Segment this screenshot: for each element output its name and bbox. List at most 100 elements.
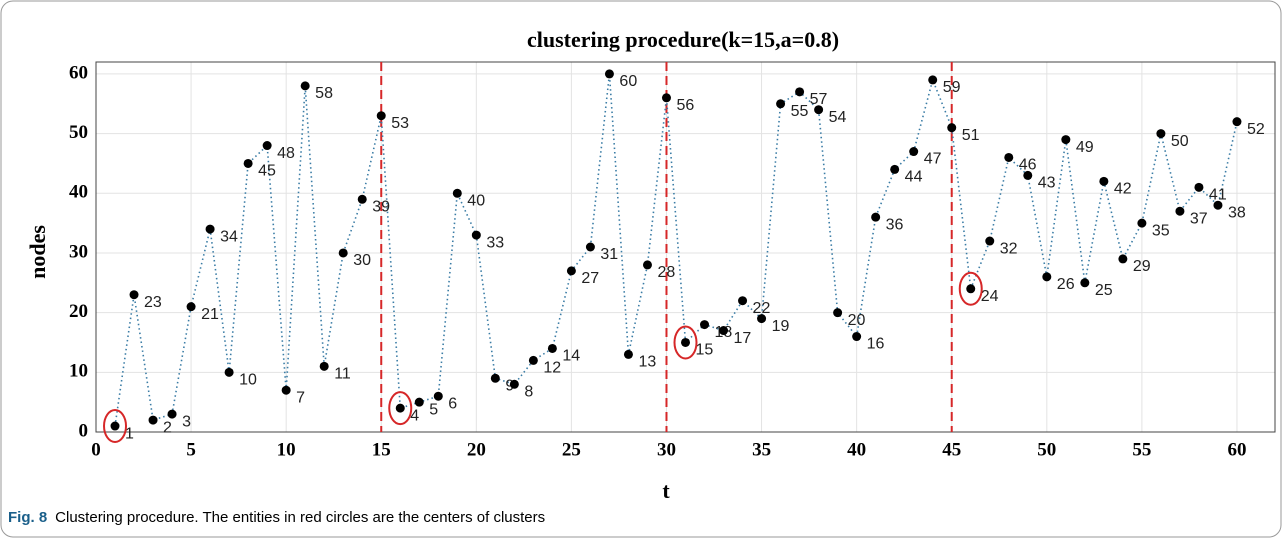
- x-axis-label: t: [662, 478, 670, 503]
- y-tick-label: 0: [79, 420, 89, 441]
- data-label: 40: [467, 193, 485, 210]
- data-label: 59: [943, 79, 961, 96]
- data-label: 42: [1114, 181, 1132, 198]
- data-point: [1156, 129, 1166, 139]
- data-point: [167, 409, 177, 419]
- y-tick-label: 10: [69, 361, 88, 382]
- x-tick-label: 60: [1227, 439, 1246, 460]
- data-point: [852, 332, 862, 342]
- x-tick-label: 5: [186, 439, 196, 460]
- y-tick-label: 30: [69, 241, 88, 262]
- data-point: [490, 373, 500, 383]
- data-label: 46: [1019, 157, 1037, 174]
- data-label: 30: [353, 252, 371, 269]
- caption-label: Fig. 8: [8, 509, 47, 526]
- data-label: 17: [734, 330, 752, 347]
- data-label: 4: [410, 407, 419, 424]
- data-label: 44: [905, 169, 923, 186]
- plot-border: [95, 61, 1276, 433]
- data-point: [319, 361, 329, 371]
- y-tick-label: 60: [69, 62, 88, 83]
- data-point: [928, 75, 938, 85]
- data-point: [795, 87, 805, 97]
- data-point: [909, 147, 919, 157]
- caption: Fig. 8 Clustering procedure. The entities…: [8, 509, 545, 526]
- x-tick-label: 35: [752, 439, 771, 460]
- cluster-center: [103, 409, 128, 444]
- data-label: 47: [924, 151, 942, 168]
- x-tick-label: 30: [657, 439, 676, 460]
- cluster-center: [673, 325, 698, 360]
- data-point: [1118, 254, 1128, 264]
- data-label: 29: [1133, 258, 1151, 275]
- data-point: [1099, 176, 1109, 186]
- data-label: 39: [372, 198, 390, 215]
- plot-area: [95, 61, 1276, 433]
- x-tick-label: 0: [91, 439, 101, 460]
- data-label: 31: [600, 246, 618, 263]
- data-point: [719, 326, 729, 336]
- data-point: [262, 141, 272, 151]
- data-label: 9: [505, 378, 514, 395]
- data-label: 36: [886, 216, 904, 233]
- data-point: [1194, 182, 1204, 192]
- data-label: 52: [1247, 121, 1265, 138]
- data-label: 45: [258, 163, 276, 180]
- data-point: [376, 111, 386, 121]
- data-label: 49: [1076, 139, 1094, 156]
- data-point: [471, 230, 481, 240]
- x-tick-label: 10: [277, 439, 296, 460]
- data-point: [1213, 200, 1223, 210]
- data-label: 27: [581, 270, 599, 287]
- data-point: [985, 236, 995, 246]
- data-point: [1004, 152, 1014, 162]
- data-label: 13: [638, 354, 656, 371]
- x-tick-label: 45: [942, 439, 961, 460]
- data-label: 15: [696, 342, 714, 359]
- data-label: 50: [1171, 133, 1189, 150]
- data-point: [1061, 135, 1071, 145]
- data-point: [300, 81, 310, 91]
- data-label: 57: [810, 91, 828, 108]
- data-point: [357, 194, 367, 204]
- data-label: 3: [182, 413, 191, 430]
- data-point: [547, 343, 557, 353]
- data-point: [452, 188, 462, 198]
- data-label: 10: [239, 372, 257, 389]
- data-point: [871, 212, 881, 222]
- data-point: [681, 337, 690, 347]
- data-label: 5: [429, 401, 438, 418]
- data-point: [814, 105, 824, 115]
- data-label: 51: [962, 127, 980, 144]
- data-label: 48: [277, 145, 295, 162]
- y-axis-label: nodes: [25, 225, 50, 279]
- data-label: 1: [125, 425, 134, 442]
- data-label: 43: [1038, 175, 1056, 192]
- y-tick-label: 50: [69, 122, 88, 143]
- data-point: [395, 403, 405, 413]
- data-point: [1232, 117, 1242, 127]
- data-label: 23: [144, 294, 162, 311]
- data-point: [661, 93, 671, 103]
- data-point: [148, 415, 158, 425]
- x-tick-label: 55: [1132, 439, 1151, 460]
- data-label: 16: [867, 336, 885, 353]
- cluster-center: [388, 391, 413, 426]
- data-point: [947, 123, 957, 133]
- data-label: 60: [619, 73, 637, 90]
- data-point: [186, 302, 196, 312]
- data-label: 37: [1190, 210, 1208, 227]
- data-point: [890, 164, 900, 174]
- data-label: 19: [772, 318, 790, 335]
- data-label: 38: [1228, 204, 1246, 221]
- data-label: 2: [163, 419, 172, 436]
- data-label: 11: [334, 366, 351, 383]
- data-point: [1137, 218, 1147, 228]
- x-tick-label: 50: [1037, 439, 1056, 460]
- data-point: [604, 69, 614, 79]
- data-point: [528, 355, 538, 365]
- data-point: [509, 379, 519, 389]
- data-point: [776, 99, 786, 109]
- data-label: 41: [1209, 187, 1227, 204]
- data-point: [566, 266, 576, 276]
